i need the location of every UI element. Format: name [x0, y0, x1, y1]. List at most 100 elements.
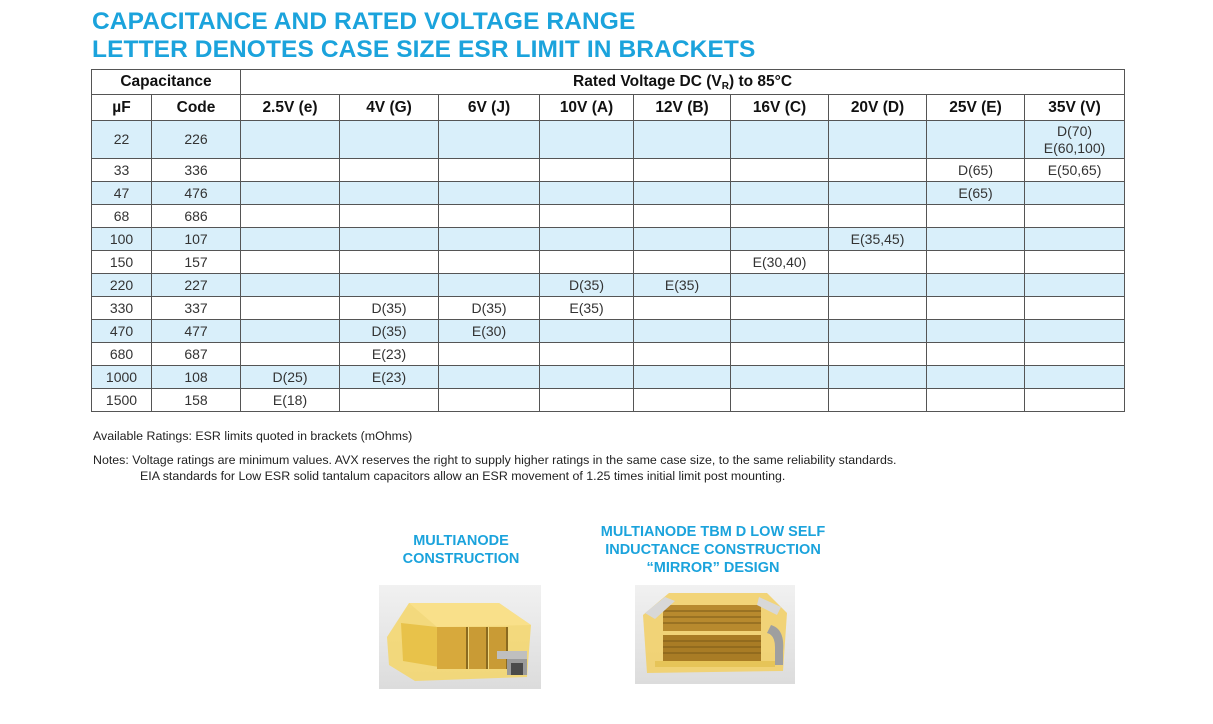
rating-cell [1024, 365, 1126, 389]
rating-cell [339, 120, 440, 159]
table-row: 47 476 E(65) [91, 181, 1126, 205]
page-title: CAPACITANCE AND RATED VOLTAGE RANGE LETT… [92, 8, 755, 64]
rating-cell [926, 227, 1026, 251]
rating-cell [240, 181, 341, 205]
capacitance-code-cell: 687 [150, 342, 242, 366]
capacitance-code-cell: 158 [150, 388, 242, 412]
rating-cell [730, 204, 830, 228]
voltage-column-header: 6V (J) [438, 94, 541, 121]
rating-cell [1024, 319, 1126, 343]
rating-cell [539, 181, 635, 205]
rating-cell [828, 388, 928, 412]
rating-cell [730, 342, 830, 366]
notes-block: Available Ratings: ESR limits quoted in … [93, 428, 896, 484]
capacitance-uf-cell: 68 [91, 204, 152, 228]
capacitance-uf-cell: 680 [91, 342, 152, 366]
rating-cell [730, 365, 830, 389]
rating-cell [1024, 342, 1126, 366]
rating-cell [633, 250, 732, 274]
rating-cell [730, 158, 830, 182]
rating-cell [339, 250, 440, 274]
rating-cell [339, 204, 440, 228]
available-ratings-note: Available Ratings: ESR limits quoted in … [93, 429, 413, 443]
rating-cell [633, 388, 732, 412]
capacitance-header: Capacitance [90, 69, 242, 95]
rating-cell [438, 181, 541, 205]
rating-cell [926, 342, 1026, 366]
rating-cell: E(35) [633, 273, 732, 297]
rating-cell [1024, 273, 1126, 297]
rating-cell: E(23) [339, 342, 440, 366]
rating-cell [633, 227, 732, 251]
rating-cell [240, 120, 341, 159]
rating-cell [339, 181, 440, 205]
rating-cell: E(18) [240, 388, 341, 412]
rating-cell [926, 120, 1026, 159]
rating-cell [828, 204, 928, 228]
rating-cell: D(35) [339, 296, 440, 320]
rating-cell [240, 296, 341, 320]
voltage-column-header: 16V (C) [730, 94, 830, 121]
rating-cell [730, 296, 830, 320]
rating-cell [339, 158, 440, 182]
capacitance-code-cell: 157 [150, 250, 242, 274]
voltage-column-header: 25V (E) [926, 94, 1026, 121]
capacitance-uf-cell: 470 [91, 319, 152, 343]
rating-cell [926, 250, 1026, 274]
rating-cell [828, 296, 928, 320]
table-row: 150 157 E(30,40) [91, 250, 1126, 274]
rating-cell: E(30,40) [730, 250, 830, 274]
rating-cell [730, 120, 830, 159]
rating-cell: D(35) [438, 296, 541, 320]
rating-cell [633, 158, 732, 182]
table-row: 100 107 E(35,45) [91, 227, 1126, 251]
rating-cell: D(25) [240, 365, 341, 389]
rating-cell [438, 204, 541, 228]
rating-cell [240, 319, 341, 343]
rating-cell [828, 273, 928, 297]
rating-cell [438, 388, 541, 412]
rating-cell [339, 388, 440, 412]
rating-cell [240, 250, 341, 274]
figure-2-caption: MULTIANODE TBM D LOW SELF INDUCTANCE CON… [600, 524, 826, 576]
capacitance-code-cell: 337 [150, 296, 242, 320]
rated-voltage-header: Rated Voltage DC (VR) to 85°C [240, 69, 1126, 95]
voltage-column-header: 12V (B) [633, 94, 732, 121]
table-row: 1000 108 D(25) E(23) [91, 365, 1126, 389]
rating-cell [633, 296, 732, 320]
rating-cell [633, 319, 732, 343]
table-row: 470 477 D(35) E(30) [91, 319, 1126, 343]
capacitance-code-cell: 476 [150, 181, 242, 205]
voltage-column-header: 35V (V) [1024, 94, 1126, 121]
rating-cell [1024, 204, 1126, 228]
rating-cell: D(70) E(60,100) [1024, 120, 1126, 159]
capacitance-code-cell: 686 [150, 204, 242, 228]
rating-cell: E(35,45) [828, 227, 928, 251]
rating-cell [438, 250, 541, 274]
column-header-uf: µF [91, 94, 152, 121]
rating-cell [539, 158, 635, 182]
rating-cell [926, 273, 1026, 297]
capacitance-code-cell: 108 [150, 365, 242, 389]
capacitance-uf-cell: 220 [91, 273, 152, 297]
rating-cell [926, 365, 1026, 389]
rating-cell [539, 388, 635, 412]
rating-cell: E(23) [339, 365, 440, 389]
rating-cell [828, 365, 928, 389]
rating-cell [730, 388, 830, 412]
rating-cell [828, 181, 928, 205]
rating-cell [339, 273, 440, 297]
table-row: 68 686 [91, 204, 1126, 228]
rating-cell [539, 319, 635, 343]
rating-cell [926, 204, 1026, 228]
rating-cell [828, 342, 928, 366]
voltage-column-header: 4V (G) [339, 94, 440, 121]
rating-cell [633, 342, 732, 366]
capacitance-uf-cell: 150 [91, 250, 152, 274]
voltage-column-header: 20V (D) [828, 94, 928, 121]
table-row: 33 336 D(65) E(50,65) [91, 158, 1126, 182]
rating-cell: D(35) [339, 319, 440, 343]
rating-cell [240, 227, 341, 251]
rating-cell [1024, 181, 1126, 205]
capacitance-uf-cell: 33 [91, 158, 152, 182]
